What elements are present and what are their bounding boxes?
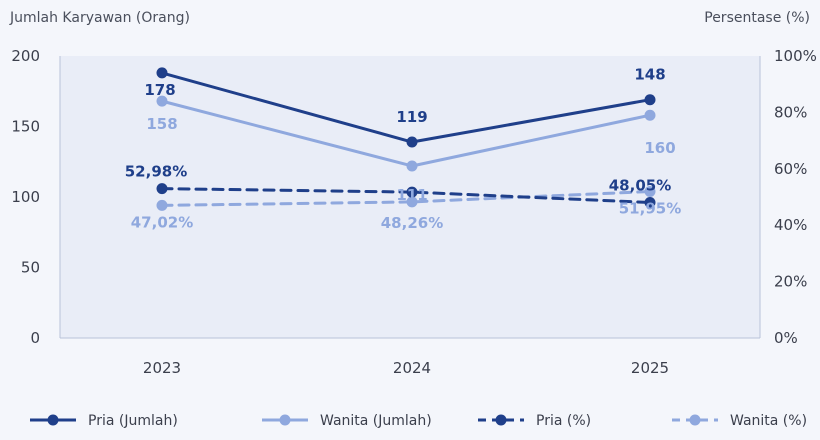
data-label: 51,95% [619,200,681,218]
series-point [156,199,168,211]
left-tick-label: 0 [30,329,40,347]
series-point [644,94,656,106]
series-point [644,109,656,121]
x-tick-label: 2023 [143,359,181,377]
legend: Pria (Jumlah) Wanita (Jumlah) Pria (%) Wani… [30,413,807,429]
series-line [160,187,652,204]
series-point [406,196,418,208]
data-label: 48,05% [609,176,671,194]
series-line [160,190,652,207]
left-tick-label: 100 [11,188,40,206]
right-tick-label: 80% [774,103,807,121]
series-point [156,95,168,107]
data-label: 119 [396,108,427,126]
legend-marker [279,414,291,426]
right-tick-label: 0% [774,329,798,347]
right-tick-label: 20% [774,273,807,291]
right-axis-title: Persentase (%) [704,10,810,26]
right-tick-label: 100% [774,47,817,65]
series-point [406,160,418,172]
left-tick-label: 150 [11,118,40,136]
right-tick-label: 60% [774,160,807,178]
legend-marker [47,414,59,426]
legend-label: Wanita (%) [730,413,807,429]
data-label: 111 [396,186,427,204]
x-tick-label: 2025 [631,359,669,377]
left-axis-title: Jumlah Karyawan (Orang) [9,10,190,26]
legend-label: Pria (Jumlah) [88,413,178,429]
legend-marker [689,414,701,426]
left-tick-label: 200 [11,47,40,65]
right-axis-ticks: 0% 20% 40% 60% 80% 100% [774,47,817,347]
left-axis-ticks: 0 50 100 150 200 [11,47,40,347]
x-axis-ticks: 2023 2024 2025 [143,359,669,377]
data-label: 158 [146,115,177,133]
data-labels: 178 119 148 158 111 160 52,98% 48,05% 47,02% 48,2… [125,66,681,232]
legend-label: Pria (%) [536,413,591,429]
data-label: 178 [144,81,175,99]
legend-label: Wanita (Jumlah) [320,413,432,429]
legend-marker [495,414,507,426]
series-point [156,67,168,79]
data-label: 47,02% [131,213,193,231]
series-point [644,196,656,208]
data-label: 148 [634,66,665,84]
series-point [644,186,656,198]
data-label: 52,98% [125,163,187,181]
series-layer [156,67,656,211]
right-tick-label: 40% [774,216,807,234]
data-label: 48,26% [381,214,443,232]
data-label: 160 [644,139,675,157]
x-tick-label: 2024 [393,359,431,377]
series-point [156,183,168,195]
left-tick-label: 50 [21,259,40,277]
series-point [406,186,418,198]
series-point [406,136,418,148]
